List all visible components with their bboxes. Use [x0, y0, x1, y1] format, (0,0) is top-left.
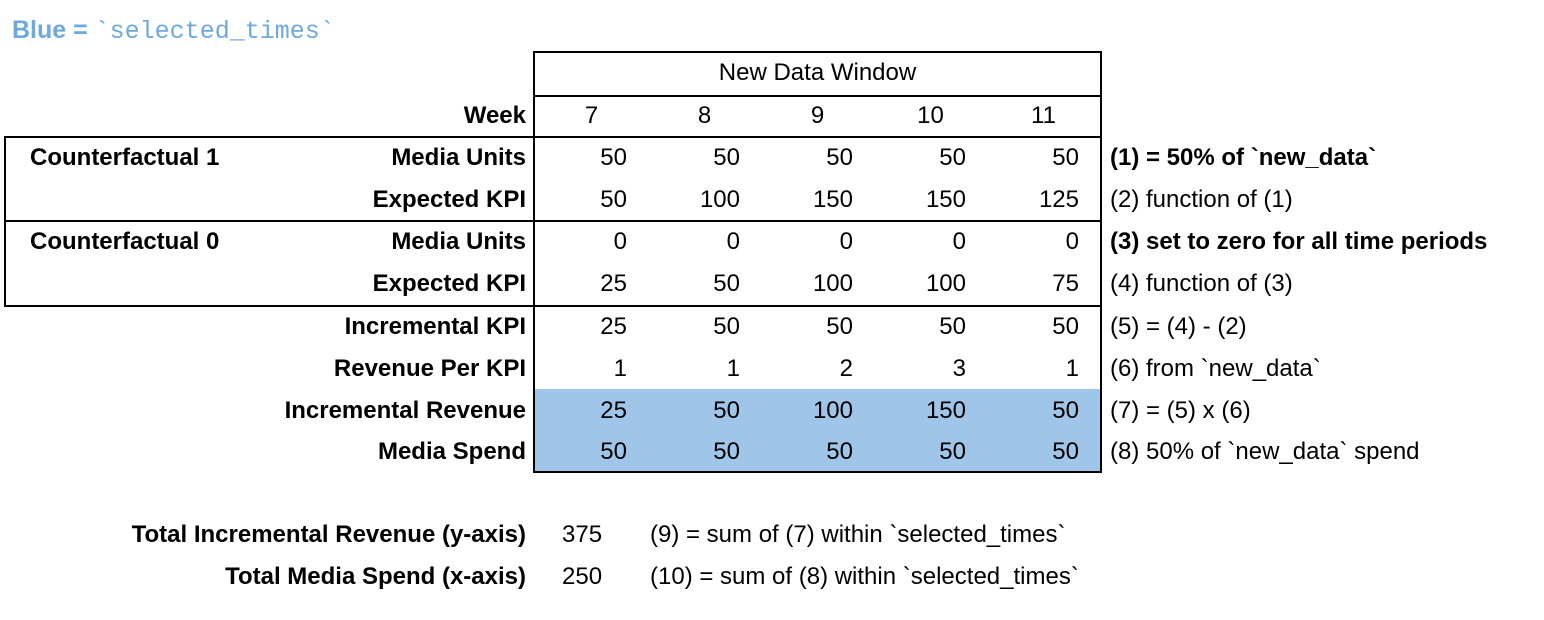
- new-data-window-header: New Data Window: [718, 59, 917, 86]
- table-cell: 50: [600, 186, 627, 213]
- table-border-under-header: [533, 95, 1102, 97]
- week-number: 11: [1031, 102, 1056, 129]
- week-number: 8: [697, 102, 712, 129]
- table-cell: 0: [952, 228, 966, 255]
- table-cell: 100: [812, 397, 853, 424]
- table-cell: 150: [812, 186, 853, 213]
- table-cell: 50: [713, 144, 740, 171]
- table-border-right: [1100, 51, 1102, 473]
- table-cell: 50: [826, 438, 853, 465]
- annotation-6: (6) from `new_data`: [1110, 355, 1321, 382]
- table-row-highlighted: 50 50 50 50 50: [535, 431, 1100, 473]
- table-cell: 0: [839, 228, 853, 255]
- legend-prefix: Blue =: [12, 16, 95, 44]
- legend-selected-times: Blue = `selected_times`: [12, 16, 335, 46]
- table-cell: 50: [939, 438, 966, 465]
- annotation-7: (7) = (5) x (6): [1110, 397, 1251, 424]
- table-cell: 50: [1052, 313, 1079, 340]
- table-cell: 100: [812, 270, 853, 297]
- group-label-counterfactual-0: Counterfactual 0: [30, 228, 220, 255]
- table-row: 25 50 50 50 50: [535, 306, 1100, 348]
- week-number: 10: [917, 102, 944, 129]
- table-border-under-week: [4, 136, 1102, 138]
- total-incremental-revenue-value: 375: [562, 521, 603, 548]
- week-number: 9: [810, 102, 825, 129]
- table-cell: 50: [600, 438, 627, 465]
- table-cell: 1: [1065, 355, 1079, 382]
- annotation-4: (4) function of (3): [1110, 270, 1293, 297]
- table-border-under-cf0: [4, 305, 1102, 307]
- legend-code: `selected_times`: [94, 17, 335, 46]
- total-media-spend-value: 250: [562, 563, 603, 590]
- annotation-10: (10) = sum of (8) within `selected_times…: [650, 563, 1079, 590]
- table-row: 50 50 50 50 50: [535, 137, 1100, 179]
- table-cell: 50: [1052, 397, 1079, 424]
- row-label-incremental-revenue: Incremental Revenue: [284, 397, 526, 424]
- total-media-spend-label: Total Media Spend (x-axis): [225, 563, 526, 590]
- annotation-2: (2) function of (1): [1110, 186, 1293, 213]
- table-cell: 50: [713, 397, 740, 424]
- annotation-9: (9) = sum of (7) within `selected_times`: [650, 521, 1066, 548]
- week-number: 7: [584, 102, 599, 129]
- table-cell: 2: [839, 355, 853, 382]
- table-cell: 50: [939, 313, 966, 340]
- table-cell: 25: [600, 313, 627, 340]
- table-cell: 100: [925, 270, 966, 297]
- table-cell: 50: [713, 438, 740, 465]
- table-cell: 125: [1038, 186, 1079, 213]
- row-label-incremental-kpi: Incremental KPI: [344, 313, 526, 340]
- table-border-bottom: [533, 471, 1102, 473]
- row-label-expected-kpi-cf0: Expected KPI: [372, 270, 526, 297]
- table-cell: 25: [600, 270, 627, 297]
- table-row: 50 100 150 150 125: [535, 179, 1100, 221]
- table-cell: 50: [713, 313, 740, 340]
- table-cell: 50: [600, 144, 627, 171]
- table-cell: 0: [726, 228, 740, 255]
- group-label-counterfactual-1: Counterfactual 1: [30, 144, 220, 171]
- table-cell: 150: [925, 397, 966, 424]
- week-label: Week: [463, 102, 526, 129]
- table-cell: 75: [1052, 270, 1079, 297]
- table-cell: 50: [826, 313, 853, 340]
- table-cell: 0: [613, 228, 627, 255]
- table-border-cf-divider: [4, 220, 1102, 222]
- table-row: 1 1 2 3 1: [535, 348, 1100, 390]
- annotation-1: (1) = 50% of `new_data`: [1110, 144, 1377, 171]
- row-label-media-spend: Media Spend: [377, 438, 526, 465]
- table-cell: 50: [1052, 438, 1079, 465]
- table-cell: 50: [939, 144, 966, 171]
- row-label-expected-kpi-cf1: Expected KPI: [372, 186, 526, 213]
- table-border-label-divider: [533, 51, 535, 473]
- table-cell: 150: [925, 186, 966, 213]
- week-number-row: 7 8 9 10 11: [535, 95, 1100, 137]
- table-cell: 1: [613, 355, 627, 382]
- annotation-8: (8) 50% of `new_data` spend: [1110, 438, 1420, 465]
- annotation-5: (5) = (4) - (2): [1110, 313, 1247, 340]
- table-row-highlighted: 25 50 100 150 50: [535, 390, 1100, 432]
- table-cell: 100: [699, 186, 740, 213]
- table-cell: 50: [1052, 144, 1079, 171]
- table-cell: 0: [1065, 228, 1079, 255]
- table-cell: 25: [600, 397, 627, 424]
- table-border-left: [4, 136, 6, 307]
- table-cell: 3: [952, 355, 966, 382]
- row-label-media-units-cf0: Media Units: [391, 228, 526, 255]
- row-label-media-units-cf1: Media Units: [391, 144, 526, 171]
- table-row: 0 0 0 0 0: [535, 221, 1100, 263]
- table-cell: 1: [726, 355, 740, 382]
- selected-times-highlight: [535, 389, 1100, 472]
- table-cell: 50: [826, 144, 853, 171]
- total-incremental-revenue-label: Total Incremental Revenue (y-axis): [131, 521, 526, 548]
- table-cell: 50: [713, 270, 740, 297]
- annotation-3: (3) set to zero for all time periods: [1110, 228, 1488, 255]
- table-row: 25 50 100 100 75: [535, 263, 1100, 305]
- row-label-revenue-per-kpi: Revenue Per KPI: [333, 355, 526, 382]
- table-border-top: [533, 51, 1102, 53]
